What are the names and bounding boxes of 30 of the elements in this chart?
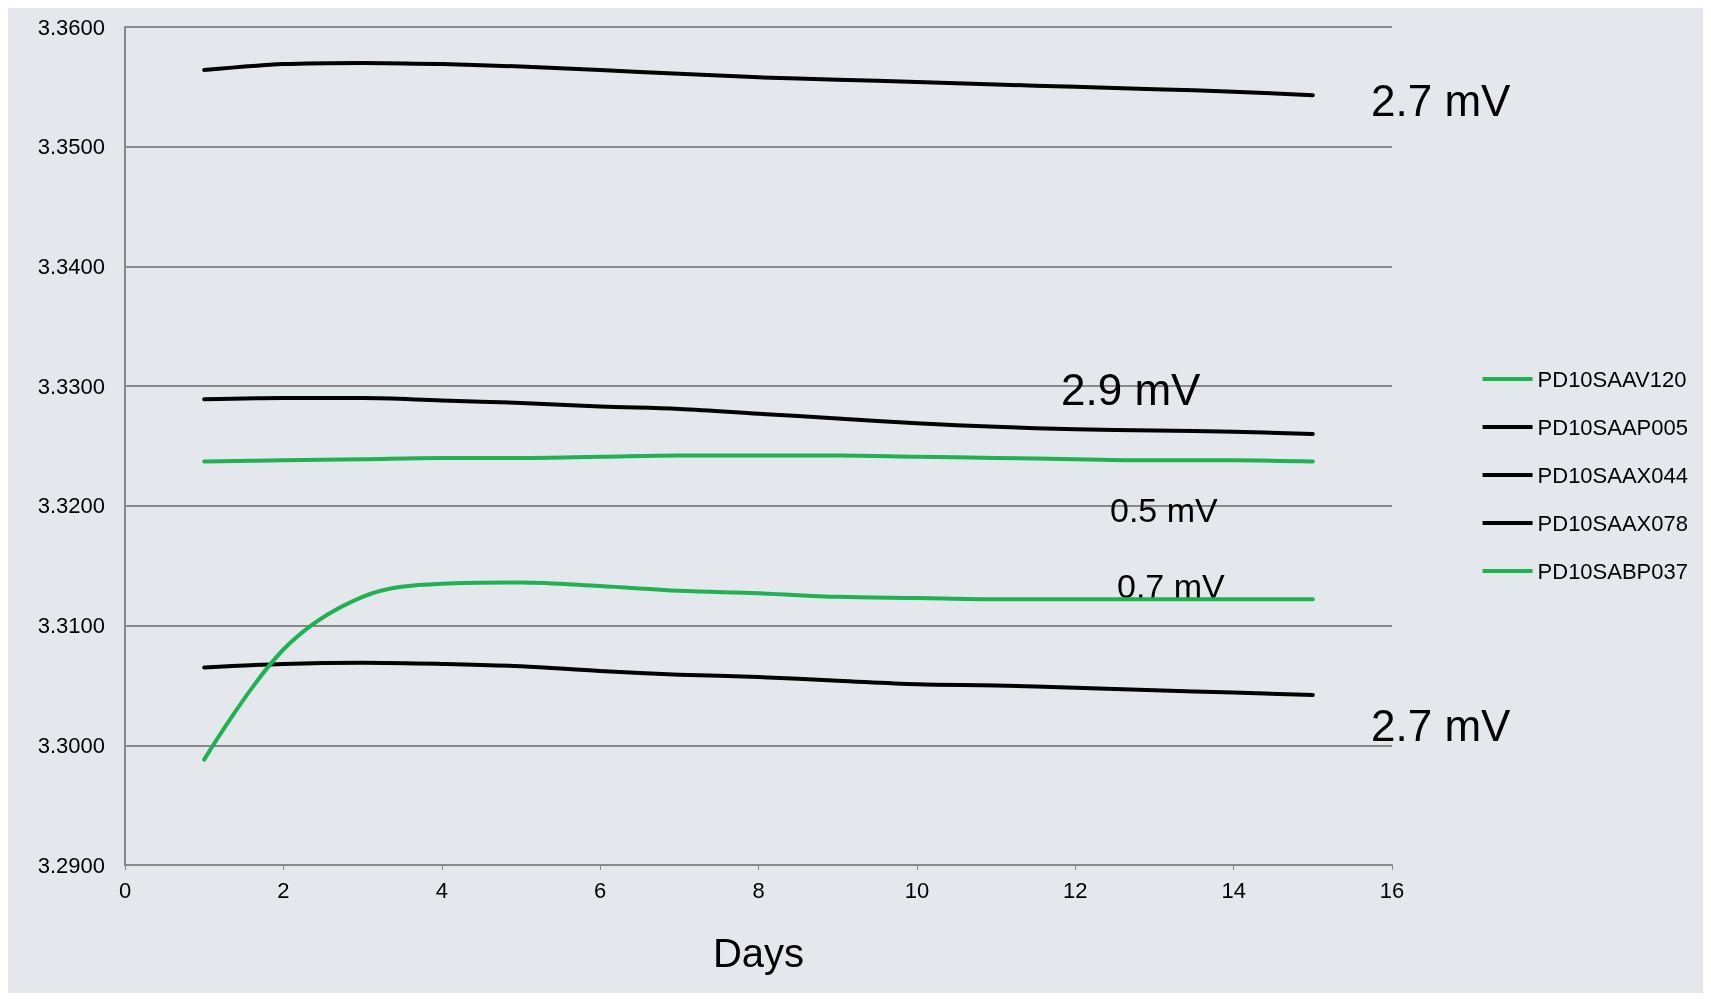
- x-tick-label: 4: [435, 877, 448, 903]
- annotation: 2.9 mV: [1061, 364, 1202, 414]
- x-axis-title: Days: [712, 931, 805, 975]
- x-tick-label: 10: [904, 877, 930, 903]
- line-series: [202, 660, 1315, 698]
- x-tick-label: 0: [118, 877, 132, 903]
- line-series: [202, 60, 1315, 98]
- x-tick-label: 6: [594, 877, 607, 903]
- annotation: 0.5 mV: [1110, 491, 1219, 529]
- x-tick-label: 8: [752, 877, 765, 903]
- y-tick-label: 3.3000: [37, 732, 105, 758]
- legend-label: PD10SAAX078: [1537, 510, 1688, 536]
- legend-label: PD10SAAV120: [1537, 366, 1687, 392]
- y-tick-label: 3.2900: [37, 852, 105, 878]
- legend-label: PD10SAAX044: [1537, 462, 1688, 488]
- y-tick-label: 3.3300: [37, 373, 105, 399]
- annotation: 2.7 mV: [1371, 700, 1512, 750]
- annotation: 2.7 mV: [1371, 75, 1512, 125]
- legend-label: PD10SABP037: [1537, 558, 1688, 584]
- y-tick-label: 3.3200: [37, 493, 105, 519]
- annotation: 0.7 mV: [1117, 567, 1226, 605]
- y-tick-label: 3.3600: [37, 14, 105, 40]
- x-tick-label: 16: [1379, 877, 1405, 903]
- y-tick-label: 3.3500: [37, 134, 105, 160]
- x-tick-label: 12: [1063, 877, 1088, 903]
- y-tick-label: 3.3400: [37, 253, 105, 279]
- legend-label: PD10SAAP005: [1537, 414, 1688, 440]
- x-tick-label: 2: [277, 877, 290, 903]
- x-tick-label: 14: [1221, 877, 1246, 903]
- y-tick-label: 3.3100: [37, 613, 105, 639]
